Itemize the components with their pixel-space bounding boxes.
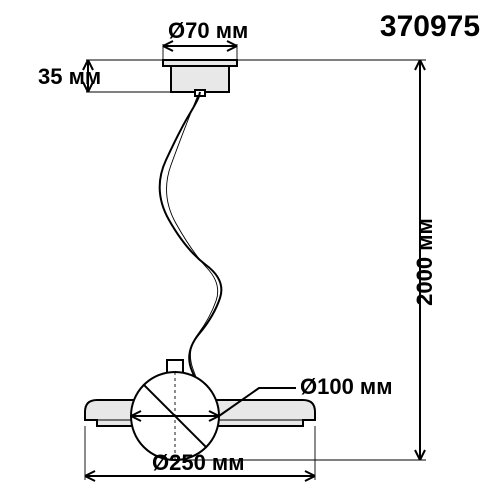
- dim-d70: Ø70 мм: [168, 18, 248, 43]
- cord-outer: [160, 92, 222, 390]
- cord-inner: [167, 95, 218, 388]
- sku-label: 370975: [380, 10, 480, 43]
- pendant-lamp-diagram: 370975 Ø70 мм 35 мм 2000 мм Ø100 мм Ø250 мм: [0, 0, 500, 500]
- dim-h35: 35 мм: [38, 64, 101, 89]
- dim-d250: Ø250 мм: [152, 450, 244, 475]
- dim-d100: Ø100 мм: [300, 374, 392, 399]
- canopy: [163, 60, 237, 92]
- dim-h2000: 2000 мм: [412, 218, 437, 306]
